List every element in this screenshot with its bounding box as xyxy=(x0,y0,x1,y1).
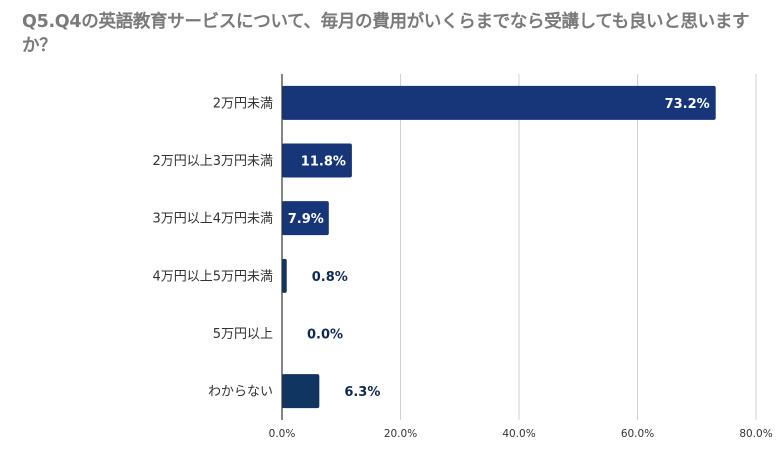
category-label: わからない xyxy=(208,385,273,400)
chart-title: Q5.Q4の英語教育サービスについて、毎月の費用がいくらまでなら受講しても良いと… xyxy=(22,12,750,56)
data-label: 7.9% xyxy=(288,212,324,227)
bar[interactable] xyxy=(282,85,716,120)
x-tick-label: 80.0% xyxy=(739,428,772,440)
x-tick-label: 40.0% xyxy=(502,428,535,440)
bar[interactable] xyxy=(282,201,329,236)
data-label: 6.3% xyxy=(344,385,380,400)
x-tick-label: 60.0% xyxy=(621,428,654,440)
data-label: 0.8% xyxy=(312,270,348,285)
category-label: 4万円以上5万円未満 xyxy=(152,269,273,284)
x-tick-label: 0.0% xyxy=(269,428,296,440)
x-tick-label: 20.0% xyxy=(384,428,417,440)
category-label: 3万円以上4万円未満 xyxy=(152,212,273,227)
category-label: 2万円未満 xyxy=(213,96,273,111)
category-label: 2万円以上3万円未満 xyxy=(152,154,273,169)
bar[interactable] xyxy=(282,374,320,409)
bar[interactable] xyxy=(282,258,287,293)
category-label: 5万円以上 xyxy=(213,327,273,342)
data-label: 73.2% xyxy=(665,97,710,112)
data-label: 0.0% xyxy=(307,328,343,343)
data-label: 11.8% xyxy=(301,155,346,170)
bar[interactable] xyxy=(282,143,352,178)
